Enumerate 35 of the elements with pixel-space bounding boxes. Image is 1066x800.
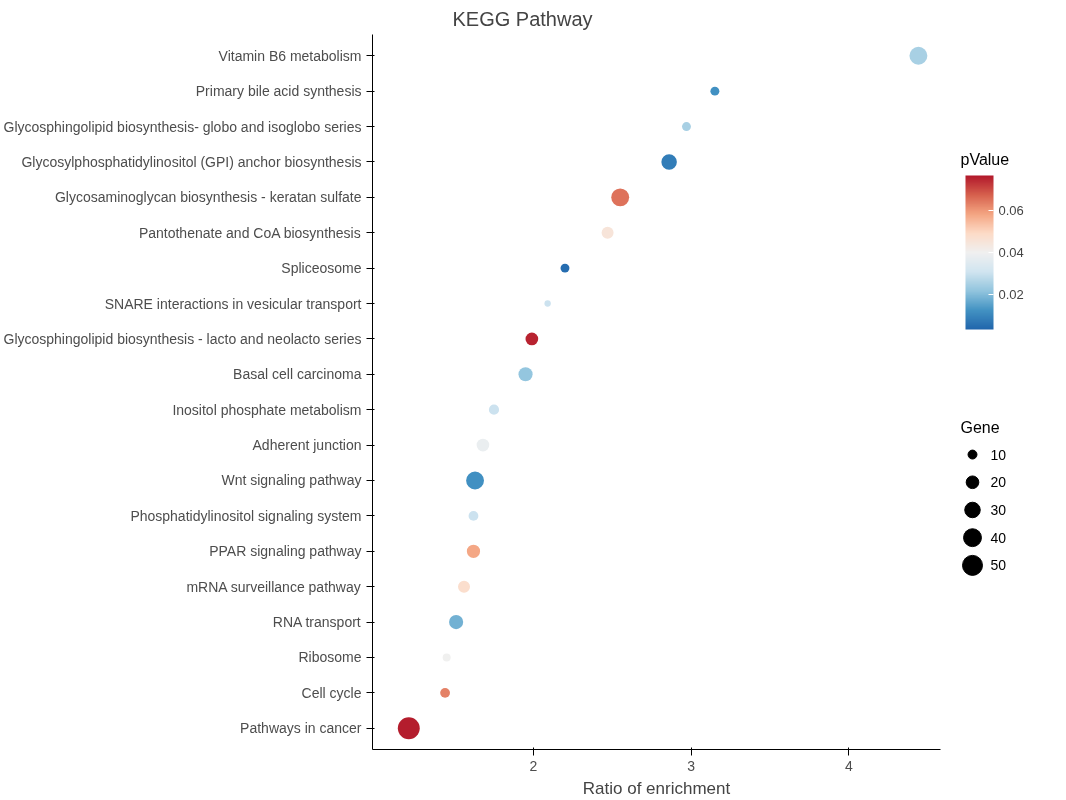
legend-label: 40 <box>990 529 1007 546</box>
x-tick-label: 4 <box>845 757 854 774</box>
y-tick-label: Pathways in cancer <box>240 720 362 737</box>
y-tick-label: PPAR signaling pathway <box>209 543 362 560</box>
legend-label: 10 <box>990 446 1007 463</box>
y-tick-label: Glycosphingolipid biosynthesis- globo and isoglobo series <box>3 118 362 135</box>
legend-title: Gene <box>960 419 1000 437</box>
y-tick-label: Spliceosome <box>281 260 362 277</box>
y-tick-label: Wnt signaling pathway <box>221 472 362 489</box>
color-bar-label: 0.04 <box>998 245 1024 260</box>
x-axis-title: Ratio of enrichment <box>582 778 731 798</box>
y-tick-label: Cell cycle <box>301 684 362 701</box>
color-bar-title: pValue <box>960 151 1010 169</box>
x-tick-label: 3 <box>687 757 696 774</box>
y-tick-label: Glycosylphosphatidylinositol (GPI) anchor biosynthesis <box>21 153 362 170</box>
y-tick-label: Vitamin B6 metabolism <box>218 47 362 64</box>
x-tick-label: 2 <box>529 757 538 774</box>
chart-title: KEGG Pathway <box>452 7 593 30</box>
color-bar-label: 0.02 <box>998 286 1024 302</box>
y-tick-label: Adherent junction <box>252 437 362 454</box>
y-tick-label: Pantothenate and CoA biosynthesis <box>138 224 361 241</box>
y-tick-label: RNA transport <box>272 614 361 631</box>
y-tick-label: Glycosphingolipid biosynthesis - lacto and neolacto series <box>3 330 362 347</box>
y-tick-label: Ribosome <box>298 649 362 666</box>
y-tick-label: SNARE interactions in vesicular transport <box>104 295 362 312</box>
y-tick-label: Glycosaminoglycan biosynthesis - keratan sulfate <box>54 189 362 206</box>
y-tick-label: mRNA surveillance pathway <box>186 578 361 595</box>
color-bar-label: 0.06 <box>998 203 1024 219</box>
legend-label: 50 <box>990 557 1007 574</box>
y-tick-label: Phosphatidylinositol signaling system <box>130 507 362 524</box>
legend-label: 20 <box>990 474 1007 491</box>
y-tick-label: Primary bile acid synthesis <box>195 83 362 100</box>
y-tick-label: Inositol phosphate metabolism <box>172 401 362 418</box>
legend-label: 30 <box>990 501 1007 518</box>
y-tick-label: Basal cell carcinoma <box>233 366 362 383</box>
